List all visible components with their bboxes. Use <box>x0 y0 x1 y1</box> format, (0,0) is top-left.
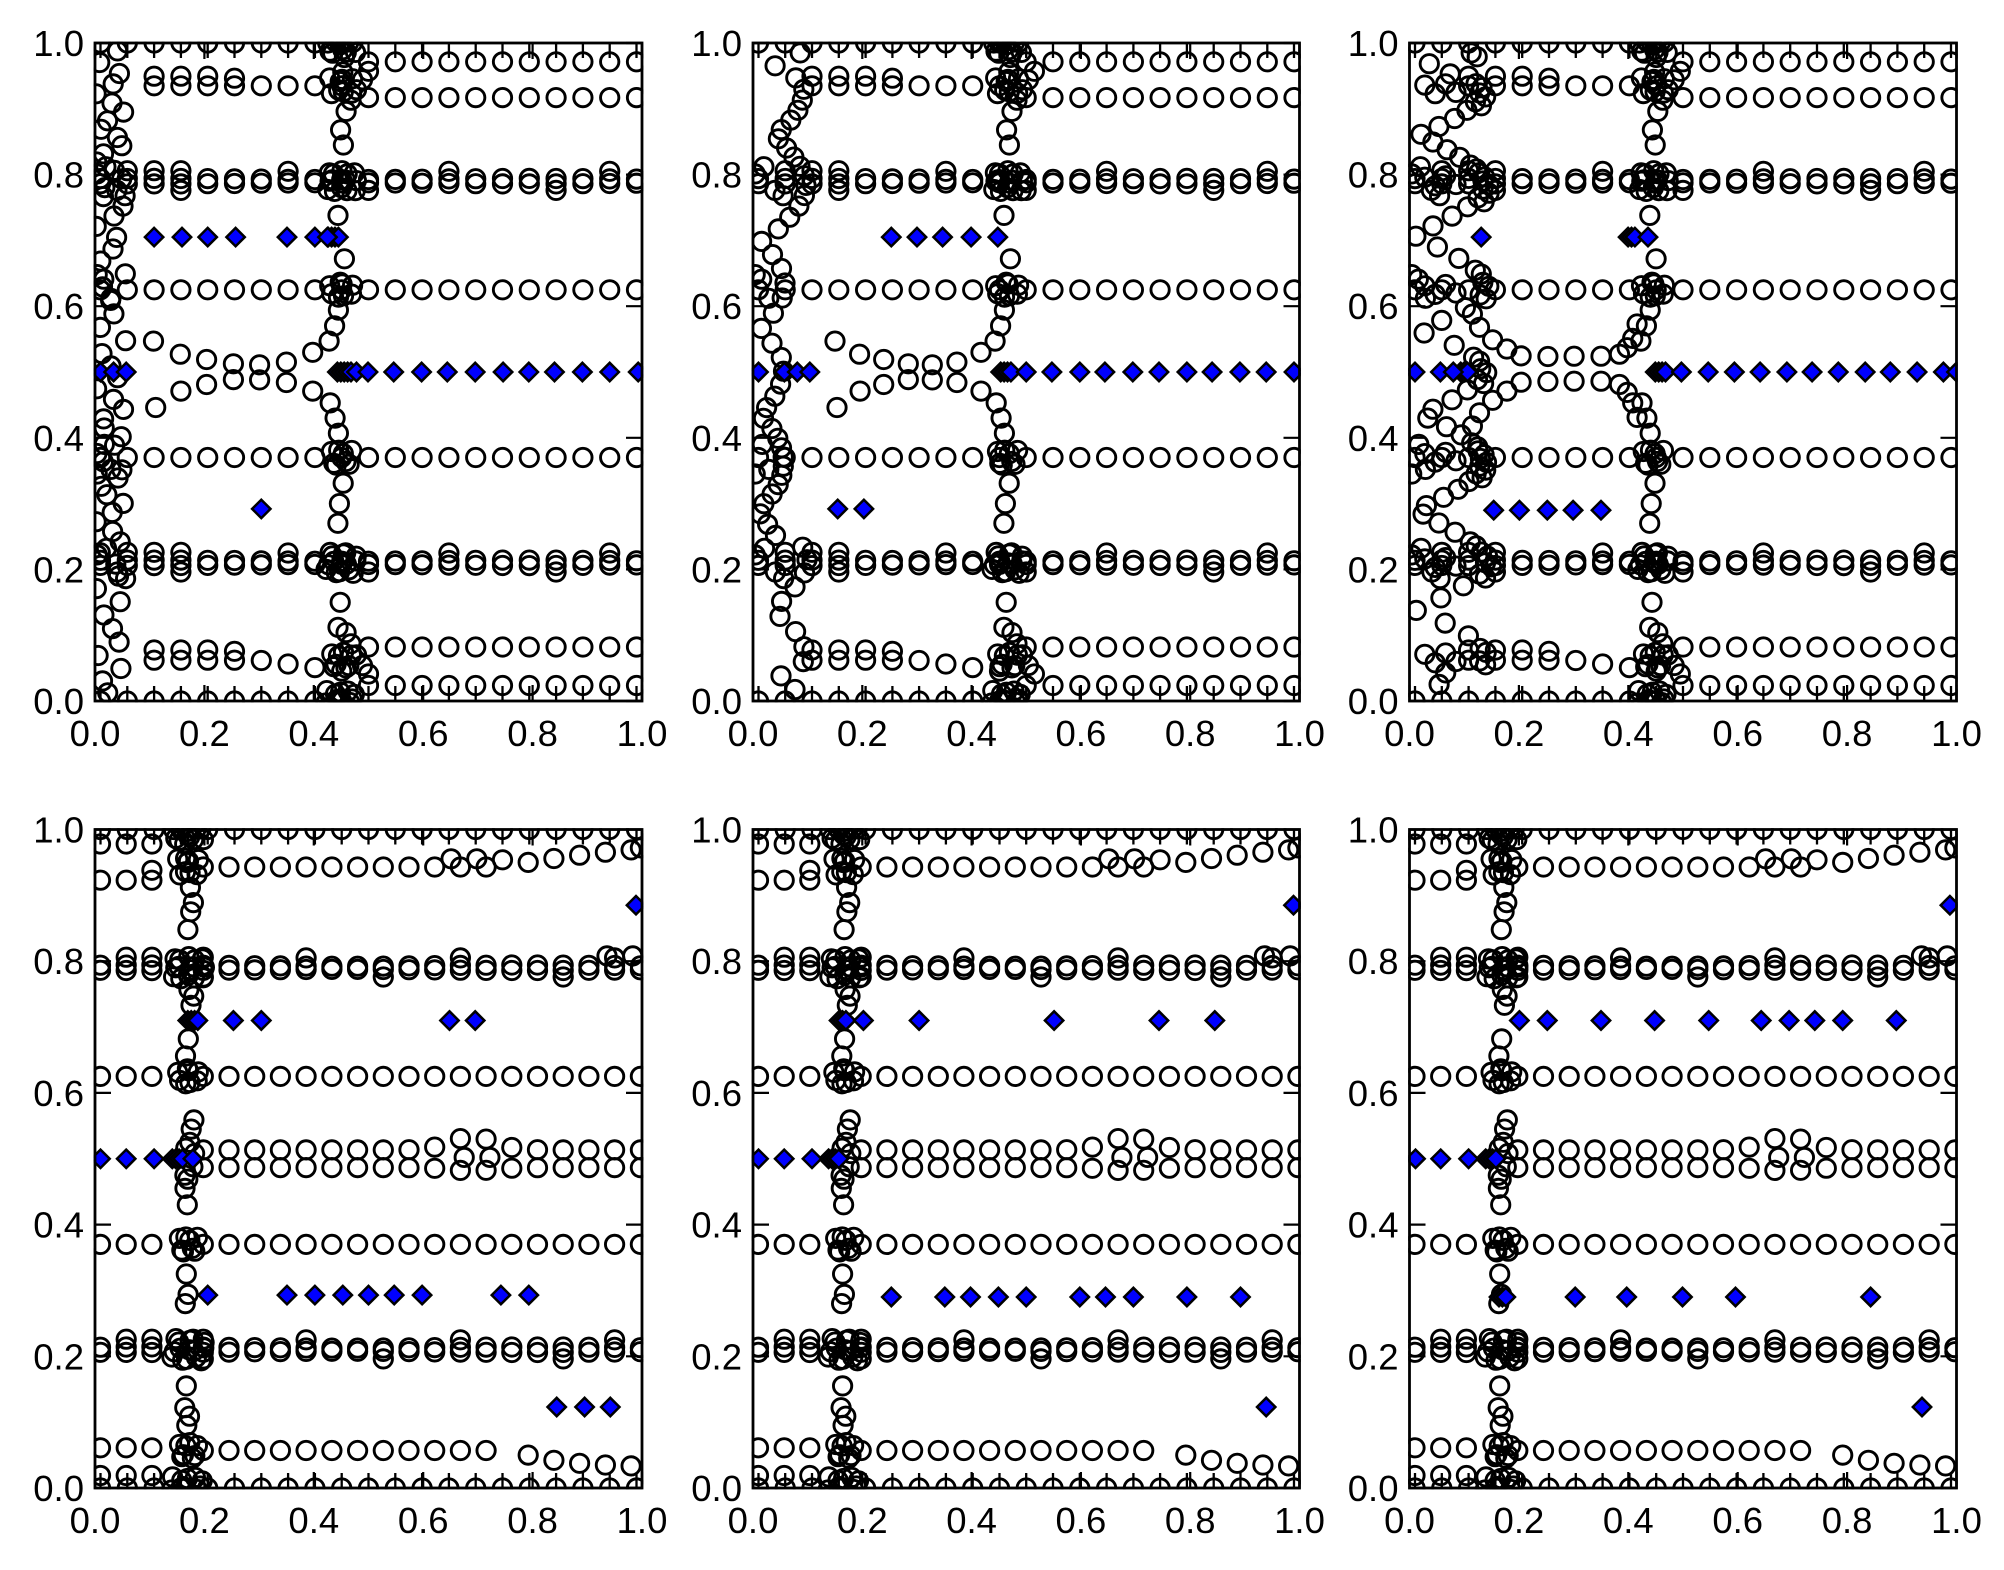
svg-text:0.8: 0.8 <box>1348 941 1399 982</box>
svg-text:0.4: 0.4 <box>946 1500 997 1541</box>
svg-text:0.6: 0.6 <box>1348 286 1399 327</box>
svg-text:0.6: 0.6 <box>1712 713 1763 754</box>
svg-text:1.0: 1.0 <box>691 810 742 851</box>
svg-text:0.0: 0.0 <box>728 713 779 754</box>
svg-text:1.0: 1.0 <box>1274 713 1325 754</box>
svg-text:0.0: 0.0 <box>70 1500 121 1541</box>
svg-text:0.0: 0.0 <box>33 1468 84 1509</box>
svg-text:1.0: 1.0 <box>617 1500 668 1541</box>
svg-text:0.4: 0.4 <box>33 418 84 459</box>
svg-text:1.0: 1.0 <box>1348 810 1399 851</box>
svg-text:0.2: 0.2 <box>837 713 888 754</box>
svg-text:0.4: 0.4 <box>691 1205 742 1246</box>
svg-text:1.0: 1.0 <box>617 713 668 754</box>
svg-text:0.2: 0.2 <box>1348 1336 1399 1377</box>
svg-text:0.6: 0.6 <box>398 713 449 754</box>
svg-text:0.4: 0.4 <box>33 1205 84 1246</box>
svg-text:1.0: 1.0 <box>33 810 84 851</box>
svg-text:1.0: 1.0 <box>1931 1500 1982 1541</box>
svg-text:0.8: 0.8 <box>1822 713 1873 754</box>
svg-text:0.6: 0.6 <box>691 286 742 327</box>
svg-text:0.0: 0.0 <box>70 713 121 754</box>
svg-text:0.4: 0.4 <box>1348 418 1399 459</box>
svg-text:1.0: 1.0 <box>33 23 84 64</box>
svg-text:0.8: 0.8 <box>691 941 742 982</box>
svg-text:0.0: 0.0 <box>1348 681 1399 722</box>
svg-text:1.0: 1.0 <box>1931 713 1982 754</box>
svg-text:0.4: 0.4 <box>1603 1500 1654 1541</box>
svg-text:1.0: 1.0 <box>1348 23 1399 64</box>
svg-text:0.6: 0.6 <box>1056 1500 1107 1541</box>
svg-text:0.0: 0.0 <box>691 1468 742 1509</box>
svg-text:0.4: 0.4 <box>1348 1205 1399 1246</box>
svg-text:0.4: 0.4 <box>691 418 742 459</box>
svg-text:0.2: 0.2 <box>691 549 742 590</box>
svg-text:0.8: 0.8 <box>1822 1500 1873 1541</box>
svg-text:0.8: 0.8 <box>1348 155 1399 196</box>
svg-text:0.6: 0.6 <box>1348 1073 1399 1114</box>
svg-text:0.0: 0.0 <box>728 1500 779 1541</box>
svg-text:0.2: 0.2 <box>179 713 230 754</box>
svg-text:0.8: 0.8 <box>33 941 84 982</box>
svg-text:0.6: 0.6 <box>33 1073 84 1114</box>
svg-text:1.0: 1.0 <box>1274 1500 1325 1541</box>
svg-text:0.6: 0.6 <box>691 1073 742 1114</box>
svg-text:0.8: 0.8 <box>1165 1500 1216 1541</box>
svg-text:0.2: 0.2 <box>1348 549 1399 590</box>
svg-text:0.6: 0.6 <box>33 286 84 327</box>
svg-text:0.8: 0.8 <box>691 155 742 196</box>
svg-text:0.8: 0.8 <box>507 1500 558 1541</box>
svg-text:0.2: 0.2 <box>33 549 84 590</box>
svg-text:0.2: 0.2 <box>1494 713 1545 754</box>
svg-text:0.2: 0.2 <box>691 1336 742 1377</box>
svg-text:0.0: 0.0 <box>33 681 84 722</box>
svg-text:0.2: 0.2 <box>179 1500 230 1541</box>
svg-text:0.2: 0.2 <box>1494 1500 1545 1541</box>
svg-text:0.6: 0.6 <box>1712 1500 1763 1541</box>
svg-text:0.2: 0.2 <box>33 1336 84 1377</box>
svg-text:0.4: 0.4 <box>946 713 997 754</box>
svg-text:0.8: 0.8 <box>507 713 558 754</box>
svg-text:0.4: 0.4 <box>288 1500 339 1541</box>
svg-text:0.0: 0.0 <box>691 681 742 722</box>
svg-text:0.6: 0.6 <box>1056 713 1107 754</box>
svg-text:0.0: 0.0 <box>1384 713 1435 754</box>
svg-text:0.0: 0.0 <box>1348 1468 1399 1509</box>
svg-text:0.4: 0.4 <box>288 713 339 754</box>
svg-text:0.4: 0.4 <box>1603 713 1654 754</box>
svg-text:0.6: 0.6 <box>398 1500 449 1541</box>
svg-text:0.0: 0.0 <box>1384 1500 1435 1541</box>
svg-text:0.8: 0.8 <box>33 155 84 196</box>
svg-text:1.0: 1.0 <box>691 23 742 64</box>
svg-text:0.8: 0.8 <box>1165 713 1216 754</box>
svg-text:0.2: 0.2 <box>837 1500 888 1541</box>
